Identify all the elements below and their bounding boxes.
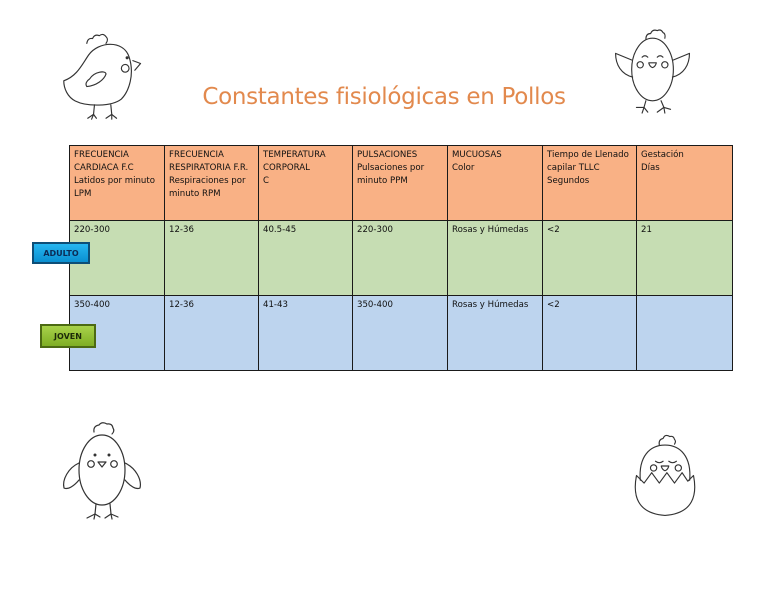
cell-adult-heart-rate: 220-300 <box>69 220 165 296</box>
header-cell-gestation: Gestación Días <box>636 145 733 221</box>
chick-hatching-icon <box>634 434 696 516</box>
adult-label-button[interactable]: ADULTO <box>32 242 90 264</box>
cell-adult-temperature: 40.5-45 <box>258 220 353 296</box>
cell-adult-gestation: 21 <box>636 220 733 296</box>
cell-young-capillary-refill: <2 <box>542 295 637 371</box>
young-label-button[interactable]: JOVEN <box>40 324 96 348</box>
chick-side-icon <box>63 33 142 120</box>
header-cell-capillary-refill: Tiempo de Llenado capilar TLLC Segundos <box>542 145 637 221</box>
cell-young-gestation <box>636 295 733 371</box>
cell-adult-mucosa: Rosas y Húmedas <box>447 220 543 296</box>
table-row-adult: 220-300 12-36 40.5-45 220-300 Rosas y Hú… <box>69 220 733 296</box>
cell-young-pulse: 350-400 <box>352 295 448 371</box>
header-cell-pulse: PULSACIONES Pulsaciones por minuto PPM <box>352 145 448 221</box>
physiology-table: FRECUENCIA CARDIACA F.C Latidos por minu… <box>69 145 733 371</box>
table-header-row: FRECUENCIA CARDIACA F.C Latidos por minu… <box>69 145 733 221</box>
cell-young-respiratory-rate: 12-36 <box>164 295 259 371</box>
cell-young-mucosa: Rosas y Húmedas <box>447 295 543 371</box>
page-title: Constantes fisiológicas en Pollos <box>202 84 566 110</box>
header-cell-heart-rate: FRECUENCIA CARDIACA F.C Latidos por minu… <box>69 145 165 221</box>
header-cell-respiratory-rate: FRECUENCIA RESPIRATORIA F.R. Respiracion… <box>164 145 259 221</box>
chick-waving-icon <box>615 29 691 114</box>
cell-adult-pulse: 220-300 <box>352 220 448 296</box>
header-cell-mucosa: MUCUOSAS Color <box>447 145 543 221</box>
table-row-young: 350-400 12-36 41-43 350-400 Rosas y Húme… <box>69 295 733 371</box>
header-cell-temperature: TEMPERATURA CORPORAL C <box>258 145 353 221</box>
cell-adult-capillary-refill: <2 <box>542 220 637 296</box>
cell-young-temperature: 41-43 <box>258 295 353 371</box>
chick-standing-icon <box>63 422 141 520</box>
cell-adult-respiratory-rate: 12-36 <box>164 220 259 296</box>
